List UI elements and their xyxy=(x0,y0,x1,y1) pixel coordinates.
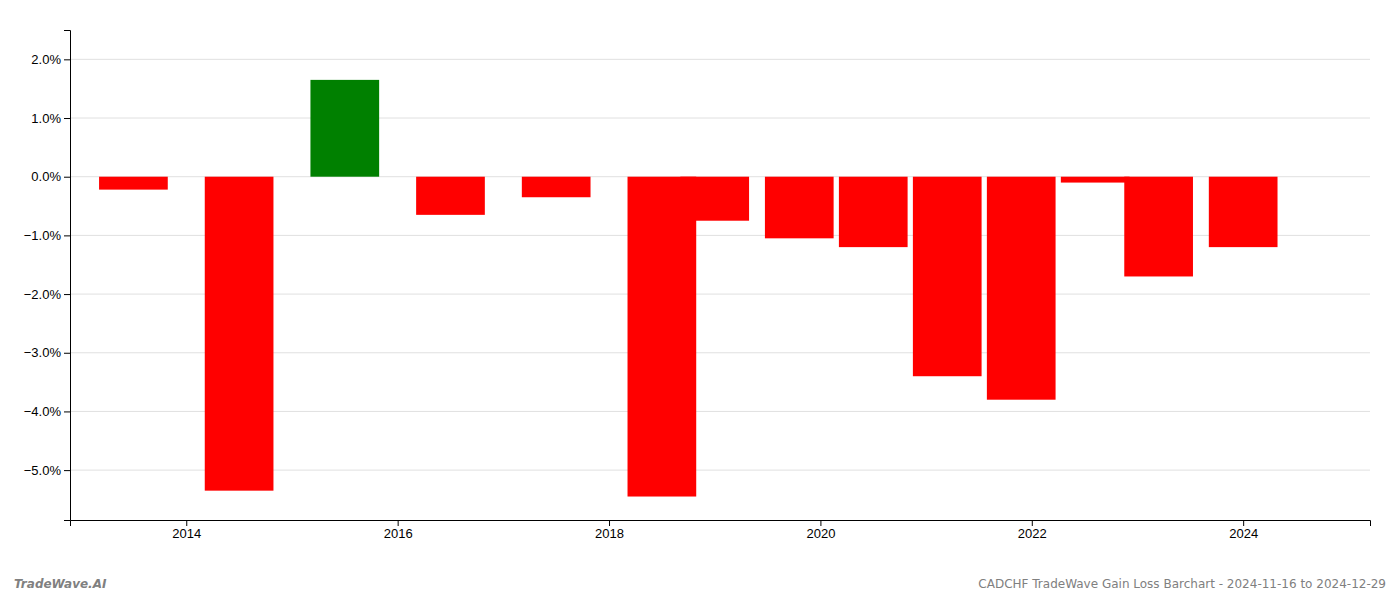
bar xyxy=(680,177,749,221)
x-tick-label: 2016 xyxy=(384,526,413,541)
bar xyxy=(310,80,379,177)
y-tick: 1.0% xyxy=(31,111,70,126)
y-tick-mark xyxy=(64,470,70,471)
x-tick: 2022 xyxy=(1018,520,1047,541)
bar xyxy=(1209,177,1278,247)
y-tick-mark xyxy=(64,118,70,119)
y-tick-mark xyxy=(64,177,70,178)
x-tick-mark xyxy=(1243,520,1244,526)
x-tick-label: 2022 xyxy=(1018,526,1047,541)
y-tick-label: −2.0% xyxy=(24,287,62,302)
bar xyxy=(1124,177,1193,277)
x-tick: 2014 xyxy=(172,520,201,541)
y-tick: −2.0% xyxy=(24,287,70,302)
x-tick: 2018 xyxy=(595,520,624,541)
y-tick-label: −1.0% xyxy=(24,228,62,243)
bar xyxy=(205,177,274,491)
bar xyxy=(416,177,485,215)
y-tick-mark xyxy=(64,411,70,412)
x-tick-label: 2018 xyxy=(595,526,624,541)
bar xyxy=(1061,177,1130,183)
chart-svg: 2.0% 1.0% 0.0% −1.0% −2.0% −3.0% −4.0% −5.0% 201… xyxy=(0,0,1400,600)
footer-right: CADCHF TradeWave Gain Loss Barchart - 20… xyxy=(978,577,1386,591)
x-tick-mark xyxy=(609,520,610,526)
y-tick: 2.0% xyxy=(31,52,70,67)
bar xyxy=(913,177,982,377)
x-axis: 2014 2016 2018 2020 2022 2024 xyxy=(71,520,1371,541)
x-tick-mark xyxy=(186,520,187,526)
y-axis-line xyxy=(64,31,71,521)
y-tick-label: −5.0% xyxy=(24,463,62,478)
y-tick-label: −4.0% xyxy=(24,404,62,419)
y-tick-label: −3.0% xyxy=(24,345,62,360)
y-tick: −1.0% xyxy=(24,228,70,243)
footer-left: TradeWave.AI xyxy=(14,577,107,591)
x-tick-label: 2020 xyxy=(806,526,835,541)
y-tick: −5.0% xyxy=(24,463,70,478)
y-tick-label: 0.0% xyxy=(31,169,61,184)
x-tick-label: 2024 xyxy=(1229,526,1258,541)
y-tick: 0.0% xyxy=(31,169,70,184)
bar xyxy=(765,177,834,239)
x-tick-mark xyxy=(398,520,399,526)
x-tick: 2020 xyxy=(806,520,835,541)
grid-line xyxy=(70,118,1370,119)
y-tick-mark xyxy=(64,59,70,60)
y-tick-label: 1.0% xyxy=(31,111,61,126)
x-axis-line xyxy=(71,521,1371,527)
y-tick: −3.0% xyxy=(24,345,70,360)
chart-container: 2.0% 1.0% 0.0% −1.0% −2.0% −3.0% −4.0% −5.0% 201… xyxy=(0,0,1400,600)
plot: 2.0% 1.0% 0.0% −1.0% −2.0% −3.0% −4.0% −5.0% 201… xyxy=(24,31,1371,542)
x-tick-mark xyxy=(820,520,821,526)
bar xyxy=(628,177,697,497)
x-tick-label: 2014 xyxy=(172,526,201,541)
bar xyxy=(839,177,908,247)
x-tick: 2016 xyxy=(384,520,413,541)
y-tick-mark xyxy=(64,294,70,295)
y-axis: 2.0% 1.0% 0.0% −1.0% −2.0% −3.0% −4.0% −5.0% xyxy=(24,31,71,521)
y-tick-mark xyxy=(64,235,70,236)
bar xyxy=(987,177,1056,400)
grid-line xyxy=(70,59,1370,60)
y-tick: −4.0% xyxy=(24,404,70,419)
bars xyxy=(99,80,1277,497)
bar xyxy=(522,177,591,198)
x-tick: 2024 xyxy=(1229,520,1258,541)
y-tick-label: 2.0% xyxy=(31,52,61,67)
y-tick-mark xyxy=(64,353,70,354)
bar xyxy=(99,177,168,190)
x-tick-mark xyxy=(1032,520,1033,526)
